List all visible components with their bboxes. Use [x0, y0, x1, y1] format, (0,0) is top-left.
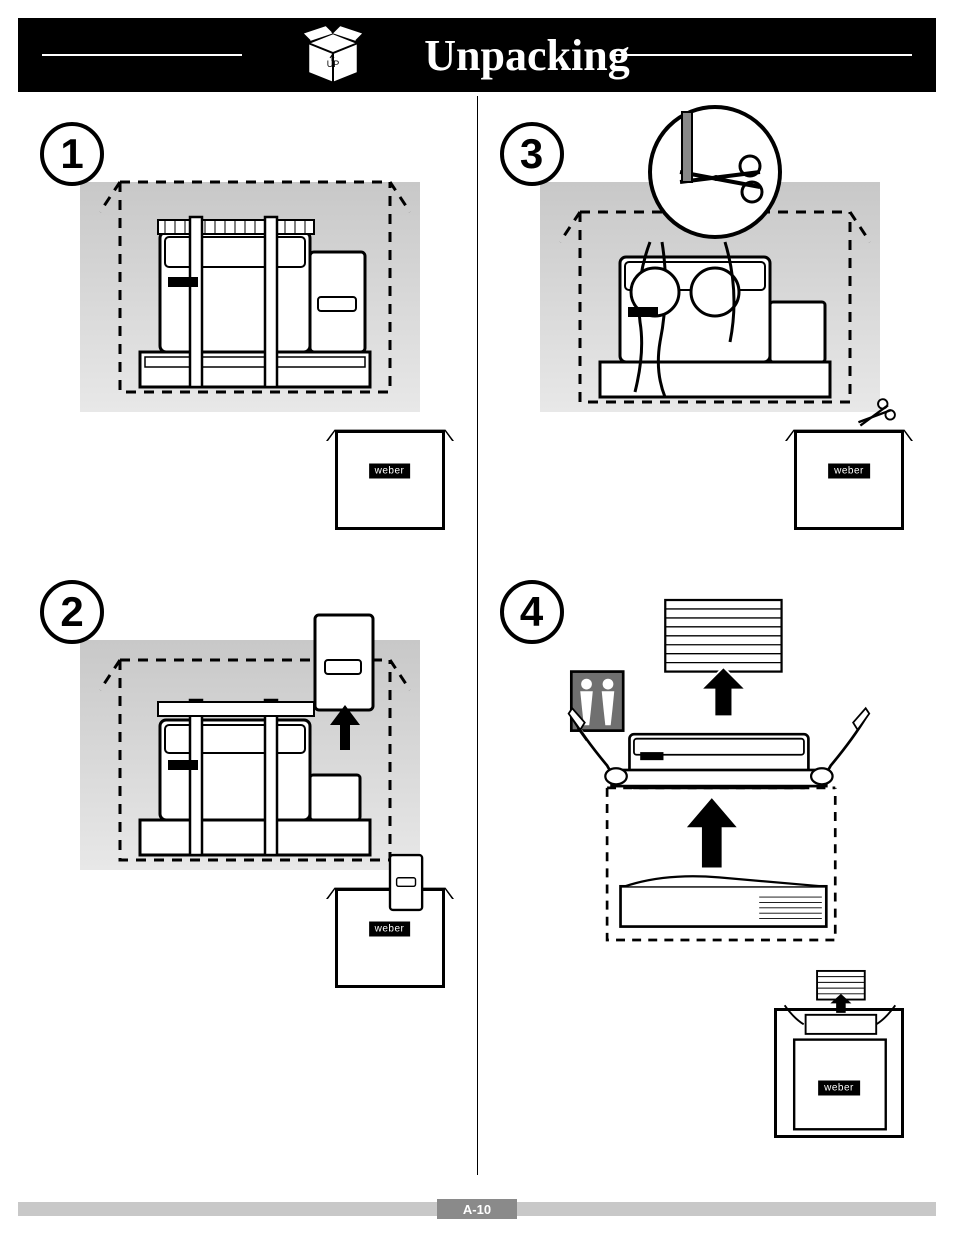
- step-number-badge: 1: [40, 122, 104, 186]
- aux-scissors-icon: [797, 433, 901, 528]
- aux-panel-icon: [338, 891, 442, 986]
- weber-label: weber: [818, 1080, 860, 1095]
- weber-label: weber: [828, 463, 870, 478]
- step-number-badge: 3: [500, 122, 564, 186]
- weber-label: weber: [369, 921, 411, 936]
- step-2: 2: [30, 570, 465, 988]
- page-footer: A-10: [18, 1195, 936, 1223]
- page-number: A-10: [437, 1199, 517, 1219]
- step-1-illustration: [80, 142, 420, 422]
- content-area: 1: [18, 92, 936, 1195]
- aux-lift-icon: [777, 1011, 901, 1135]
- step-1-svg: [80, 142, 420, 422]
- box-up-icon: UP: [298, 23, 368, 87]
- footer-bar-left: [18, 1202, 437, 1216]
- step-number-badge: 2: [40, 580, 104, 644]
- left-column: 1: [18, 92, 477, 1195]
- step-3-svg: [540, 142, 880, 422]
- step-3-illustration: [540, 142, 880, 422]
- up-arrow-icon: [330, 705, 360, 750]
- step-2-svg: [80, 600, 420, 880]
- cooking-grate-icon: [665, 600, 781, 672]
- step-1: 1: [30, 112, 465, 530]
- box-icon-svg: UP: [298, 23, 368, 87]
- page-header: UP Unpacking: [18, 18, 936, 92]
- step-3-aux-box: weber: [794, 430, 904, 530]
- step-4-svg: [540, 600, 880, 958]
- step-1-aux-box: weber: [335, 430, 445, 530]
- step-3: 3: [490, 112, 925, 530]
- step-2-illustration: [80, 600, 420, 880]
- manual-page: UP Unpacking 1: [0, 0, 954, 1235]
- step-number-badge: 4: [500, 580, 564, 644]
- footer-bar-right: [517, 1202, 936, 1216]
- header-rule-left: [42, 54, 242, 56]
- weber-label: weber: [369, 463, 411, 478]
- step-4-aux-box: weber: [774, 1008, 904, 1138]
- hand-right-icon: [811, 708, 869, 784]
- step-4: 4: [490, 570, 925, 1138]
- step-2-aux-box: weber: [335, 888, 445, 988]
- svg-text:UP: UP: [327, 59, 340, 69]
- step-4-illustration: [540, 600, 880, 1000]
- page-title: Unpacking: [424, 30, 629, 81]
- right-column: 3: [478, 92, 937, 1195]
- header-rule-right: [612, 54, 912, 56]
